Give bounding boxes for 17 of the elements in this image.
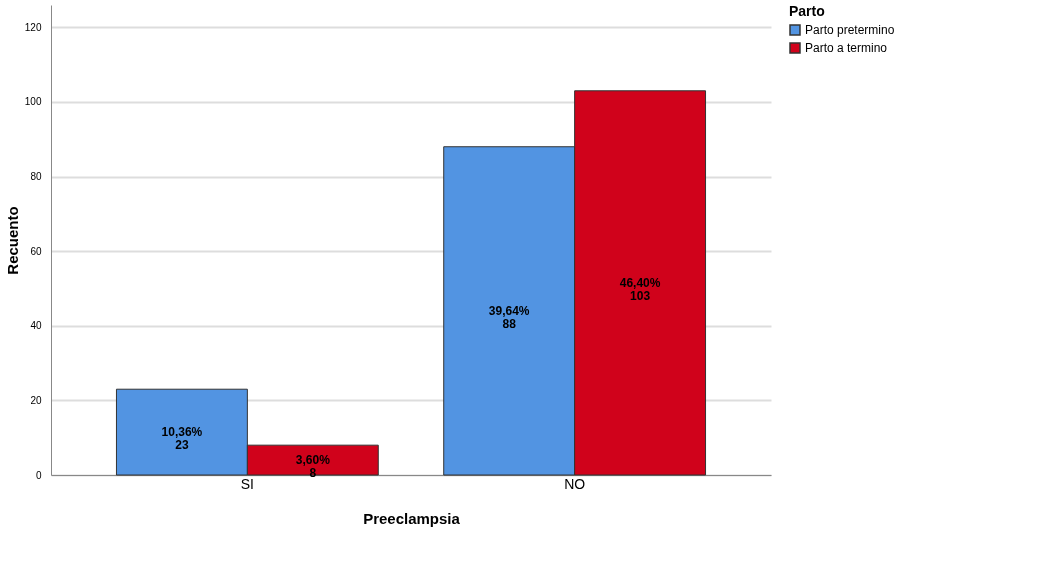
legend-title: Parto (789, 3, 825, 19)
x-tick-label: SI (240, 475, 254, 492)
y-axis-title: Recuento (3, 206, 21, 275)
x-axis-title: Preeclampsia (363, 509, 461, 527)
y-tick-label: 80 (30, 171, 42, 183)
y-tick-label: 0 (35, 469, 42, 481)
x-tick-label: NO (564, 475, 586, 492)
y-tick-label: 120 (24, 21, 42, 33)
y-tick-label: 100 (24, 96, 42, 108)
y-tick-label: 20 (30, 394, 42, 406)
y-tick-label: 40 (30, 320, 42, 332)
data-label: 10,36% 23 (161, 425, 203, 453)
legend-label: Parto a termino (805, 41, 888, 55)
legend-label: Parto pretermino (805, 23, 895, 37)
data-label: 39,64% 88 (488, 303, 530, 331)
y-tick-label: 60 (30, 245, 42, 257)
data-label: 46,40% 103 (619, 275, 661, 303)
